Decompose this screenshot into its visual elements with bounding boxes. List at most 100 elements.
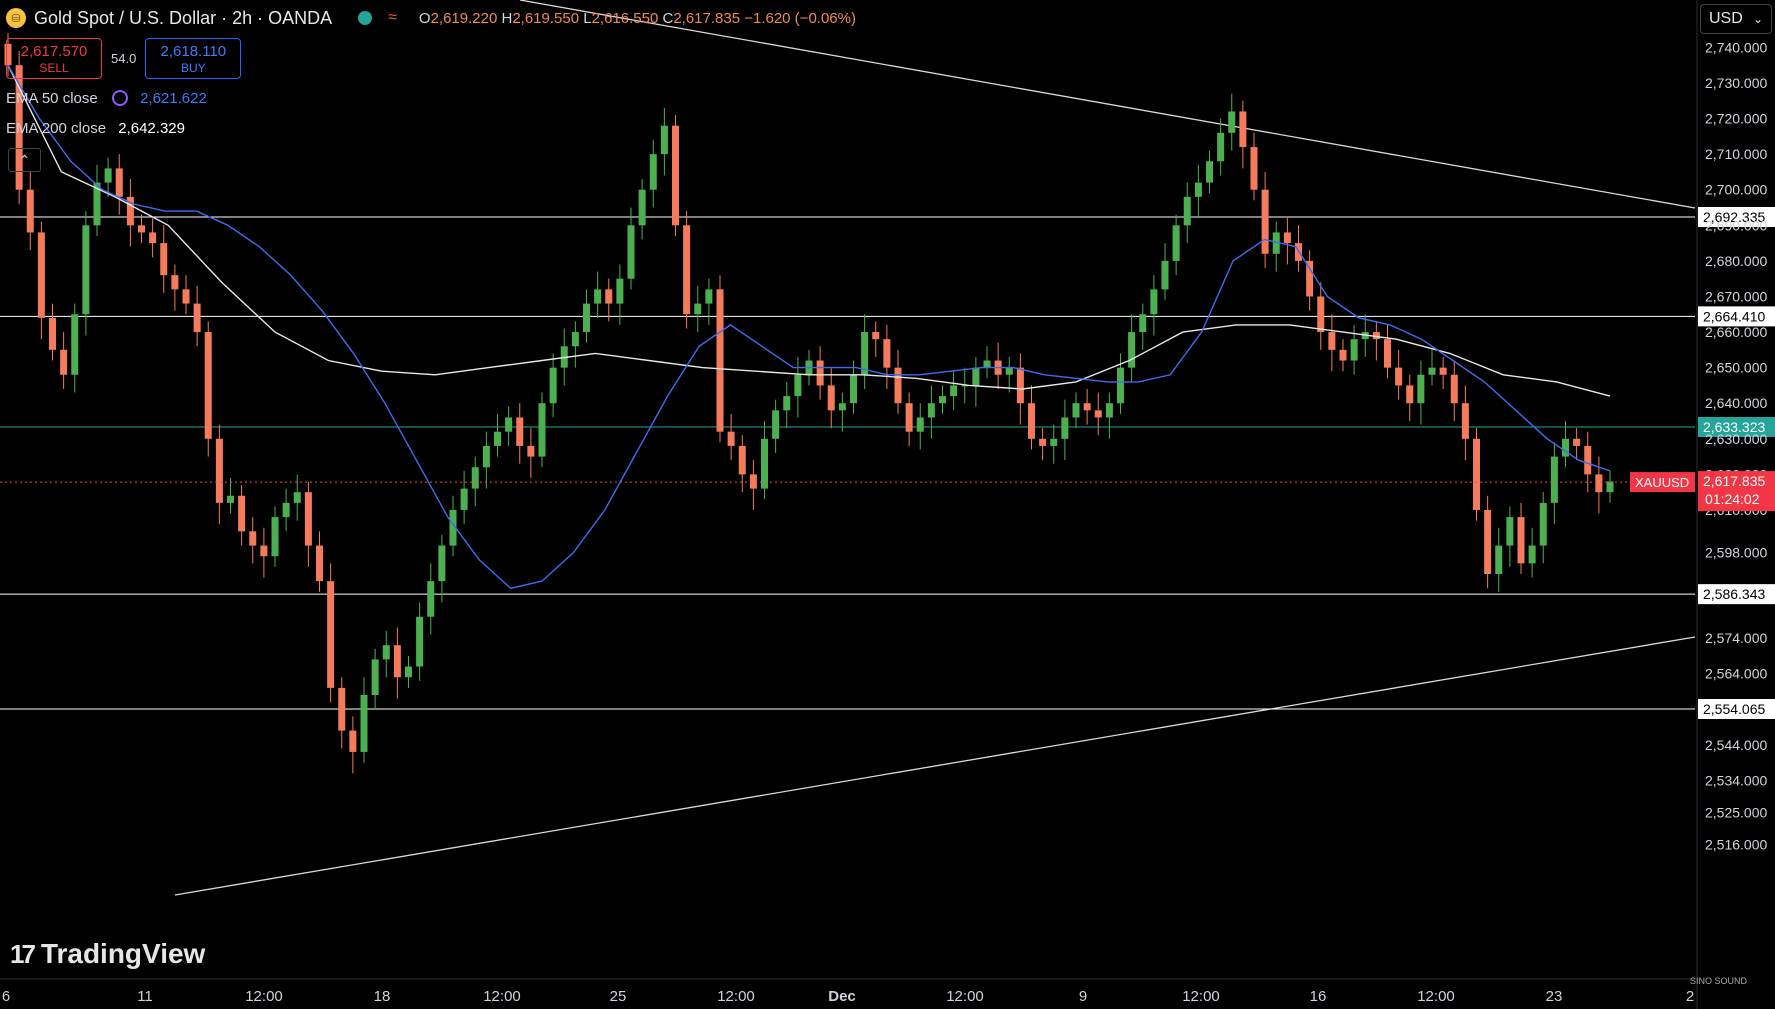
symbol-tag-bg [1630,472,1695,493]
price-tick-label: 2,574.000 [1705,630,1767,646]
candle-body [1484,509,1492,575]
candle-body [883,339,891,368]
candle-body [227,495,234,503]
candle-body [26,189,34,233]
candle-body [627,225,635,279]
sell-button[interactable]: 2,617.570 SELL [6,38,102,79]
candle-body [705,289,713,304]
time-tick-label: 2 [1686,988,1694,1005]
currency-select[interactable]: USD ⌄ [1700,4,1772,34]
candle-body [1150,289,1158,315]
price-tick-label: 2,680.000 [1705,253,1767,269]
candle-body [1039,438,1047,446]
candle-body [571,332,579,347]
level-price-label-bg [1698,699,1775,719]
candle-body [249,531,257,546]
candle-body [460,488,468,510]
candle-body [505,417,513,432]
candle-body [972,367,980,386]
time-tick-label: 12:00 [245,988,283,1005]
candle-body [538,403,546,457]
candle-body [1606,481,1614,493]
candle-body [482,445,490,468]
last-price-label: 2,617.835 [1703,473,1765,489]
candle-body [349,730,357,752]
candle-body [271,517,279,557]
candle-body [1473,438,1480,510]
candle-body [1562,438,1569,457]
price-tick-label: 2,564.000 [1705,666,1767,682]
candle-body [939,396,946,404]
candle-body [838,403,846,411]
upper-trendline [519,0,1696,209]
candle-body [927,403,935,418]
candle-body [316,545,323,582]
candle-body [1317,296,1325,333]
candle-body [616,278,624,304]
candle-body [916,417,924,432]
time-tick-label: 6 [2,988,10,1005]
level-price-label-bg [1698,207,1775,227]
candle-body [1339,349,1347,361]
candle-body [649,154,657,190]
candle-body [1005,367,1013,375]
price-tick-label: 2,534.000 [1705,772,1767,788]
candle-body [4,43,12,66]
candle-body [405,666,412,678]
candle-body [1584,445,1592,475]
candle-body [683,225,691,315]
candle-body [104,168,112,183]
candle-body [1183,196,1191,226]
countdown-label: 01:24:02 [1705,491,1760,507]
candle-body [549,367,557,404]
candle-body [182,289,190,304]
price-tick-label: 2,700.000 [1705,182,1767,198]
price-tick-label: 2,525.000 [1705,804,1767,820]
candle-body [827,385,835,411]
price-tick-label: 2,690.000 [1705,217,1767,233]
candle-body [894,367,902,404]
price-tick-label: 2,670.000 [1705,288,1767,304]
candle-body [1228,111,1236,133]
candle-body [1139,314,1147,333]
level-price-label: 2,554.065 [1703,701,1765,717]
candle-body [171,275,179,290]
candle-body [82,225,90,315]
level-price-label: 2,633.323 [1703,419,1765,435]
ema200-legend[interactable]: EMA 200 close 2,642.329 [6,120,185,137]
candle-body [1239,111,1247,148]
candle-body [416,616,424,667]
candle-body [1250,147,1258,190]
candle-body [1372,332,1380,340]
candle-body [494,431,501,446]
candle-body [950,385,958,397]
candle-body [327,581,335,688]
collapse-legend-button[interactable]: ⌃ [8,148,41,172]
price-tick-label: 2,740.000 [1705,39,1767,55]
candle-body [1450,374,1458,404]
candle-body [360,694,368,752]
buy-button[interactable]: 2,618.110 BUY [145,38,242,79]
last-price-label-bg [1698,471,1775,512]
symbol-title[interactable]: Gold Spot / U.S. Dollar · 2h · OANDA [34,7,333,28]
ema50-legend[interactable]: EMA 50 close 2,621.622 [6,90,207,107]
candle-body [594,289,602,304]
candle-body [816,360,824,386]
trade-panel: 2,617.570 SELL 54.0 2,618.110 BUY [6,38,242,79]
time-tick-label: 12:00 [483,988,521,1005]
candle-body [761,438,768,489]
candle-body [371,659,379,695]
loading-icon [111,90,128,106]
candle-body [293,492,301,503]
level-price-label-bg [1698,306,1775,327]
candle-body [1506,517,1514,546]
candle-body [738,445,746,475]
level-price-label: 2,692.335 [1703,209,1765,225]
candle-body [238,495,246,532]
candle-body [1061,417,1069,439]
candle-body [1495,545,1503,575]
candle-body [1328,332,1336,350]
candle-body [204,332,212,439]
